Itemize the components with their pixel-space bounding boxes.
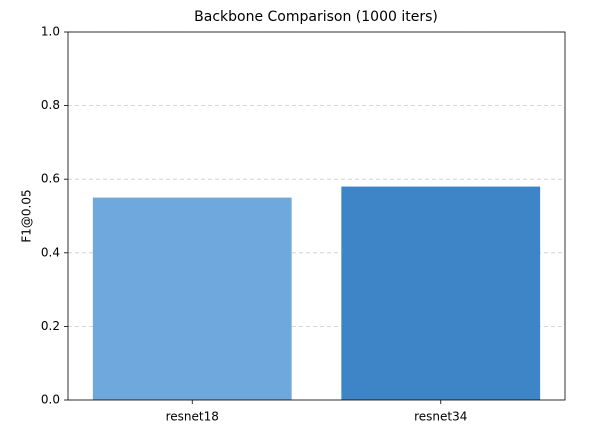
x-tick-label: resnet34: [414, 410, 467, 424]
y-tick-label: 0.8: [41, 98, 60, 112]
y-tick-label: 0.0: [41, 393, 60, 407]
y-tick-label: 0.6: [41, 172, 60, 186]
bar: [341, 186, 541, 400]
y-tick-label: 1.0: [41, 25, 60, 39]
plot-frame: [67, 31, 566, 401]
y-tick-label: 0.2: [41, 319, 60, 333]
bar: [92, 197, 292, 400]
chart-title: Backbone Comparison (1000 iters): [194, 9, 438, 25]
y-axis-label: F1@0.05: [20, 189, 34, 242]
x-tick-label: resnet18: [166, 410, 219, 424]
y-tick-label: 0.4: [41, 245, 60, 259]
